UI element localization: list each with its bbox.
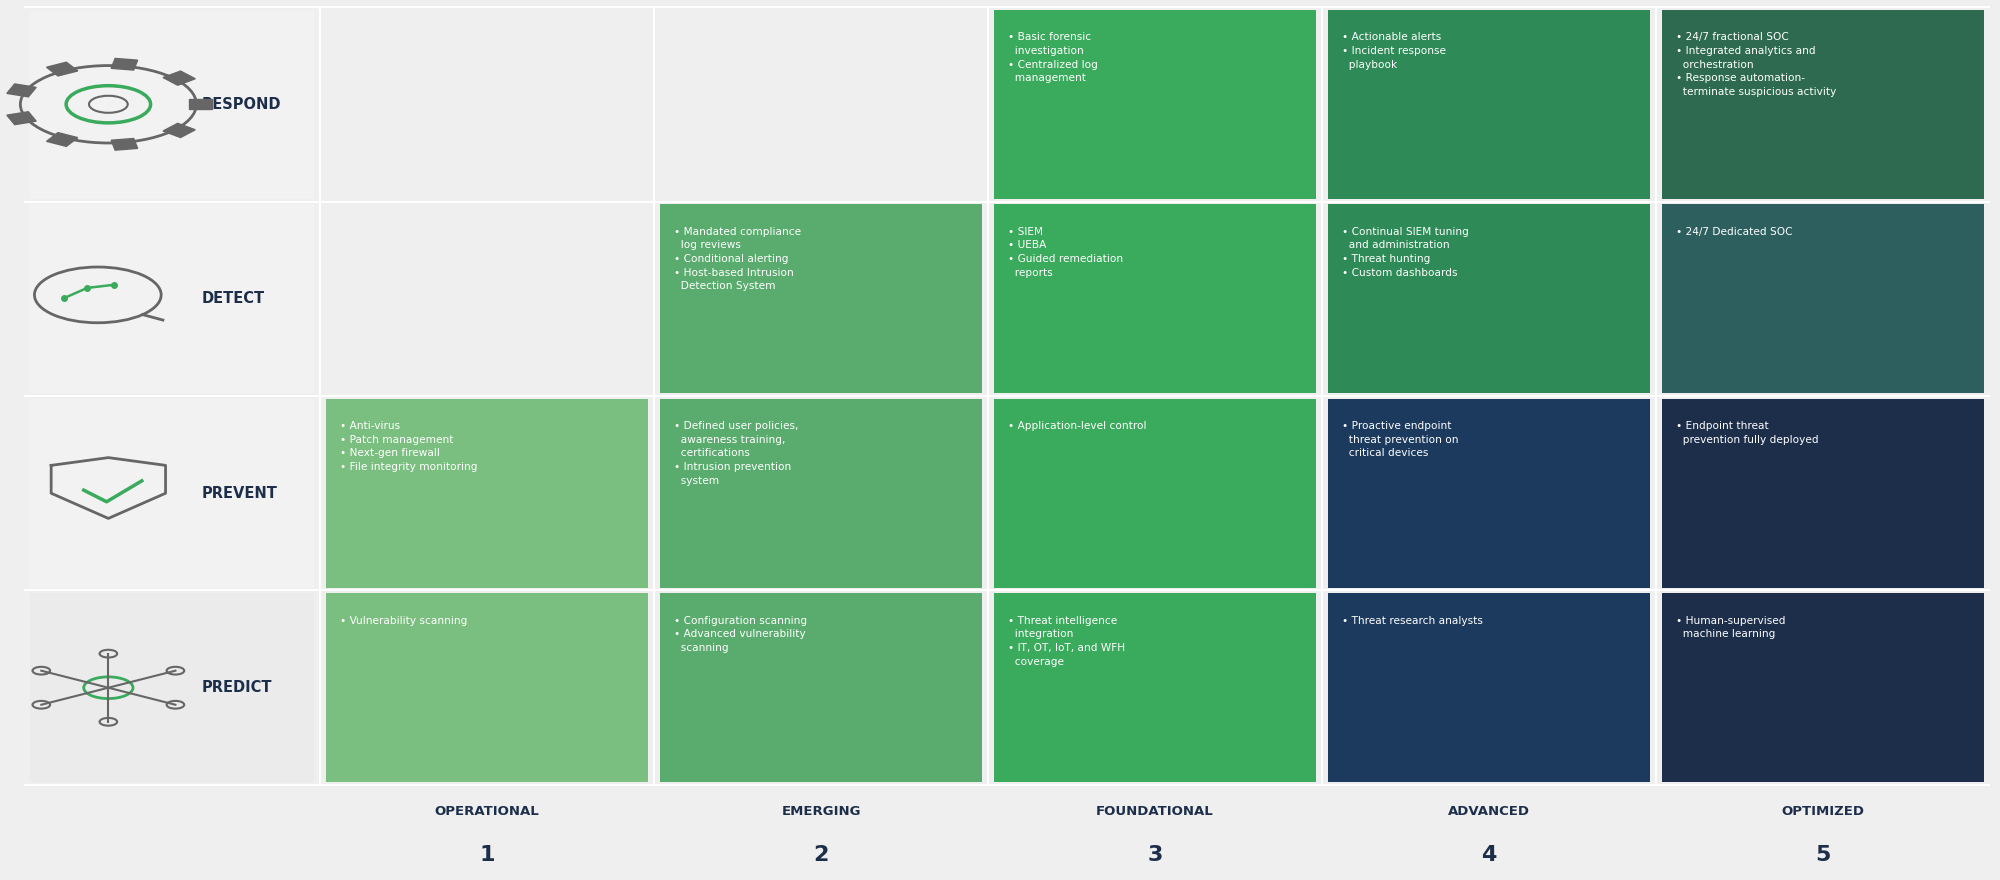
Bar (1328, 10, 1650, 199)
Text: OPERATIONAL: OPERATIONAL (434, 805, 540, 818)
Text: • Basic forensic
  investigation
• Centralized log
  management: • Basic forensic investigation • Central… (1008, 33, 1098, 83)
Text: 4: 4 (1482, 846, 1496, 865)
Text: PREDICT: PREDICT (202, 680, 272, 695)
Bar (994, 399, 1316, 588)
Text: 2: 2 (814, 846, 828, 865)
Text: RESPOND: RESPOND (202, 97, 282, 112)
Text: 3: 3 (1148, 846, 1162, 865)
Bar (326, 399, 648, 588)
Text: • Continual SIEM tuning
  and administration
• Threat hunting
• Custom dashboard: • Continual SIEM tuning and administrati… (1342, 227, 1468, 277)
Bar (30, 10, 314, 199)
Bar (1662, 10, 1984, 199)
Polygon shape (112, 58, 138, 70)
Bar (1328, 399, 1650, 588)
Text: • Threat research analysts: • Threat research analysts (1342, 616, 1482, 626)
Text: 1: 1 (480, 846, 494, 865)
Polygon shape (164, 123, 196, 137)
Text: • Vulnerability scanning: • Vulnerability scanning (340, 616, 468, 626)
Bar (994, 593, 1316, 782)
Bar (30, 593, 314, 782)
Text: FOUNDATIONAL: FOUNDATIONAL (1096, 805, 1214, 818)
Text: • Human-supervised
  machine learning: • Human-supervised machine learning (1676, 616, 1786, 640)
Bar (660, 593, 982, 782)
Text: DETECT: DETECT (202, 291, 264, 306)
Bar (660, 204, 982, 393)
Bar (1328, 593, 1650, 782)
Polygon shape (6, 112, 36, 125)
Text: • Endpoint threat
  prevention fully deployed: • Endpoint threat prevention fully deplo… (1676, 422, 1818, 445)
Text: • Proactive endpoint
  threat prevention on
  critical devices: • Proactive endpoint threat prevention o… (1342, 422, 1458, 458)
Polygon shape (112, 138, 138, 150)
Text: 5: 5 (1816, 846, 1830, 865)
Bar (1662, 399, 1984, 588)
Bar (0, 785, 2000, 880)
Text: • Mandated compliance
  log reviews
• Conditional alerting
• Host-based Intrusio: • Mandated compliance log reviews • Cond… (674, 227, 802, 291)
Polygon shape (46, 62, 78, 76)
Text: • Defined user policies,
  awareness training,
  certifications
• Intrusion prev: • Defined user policies, awareness train… (674, 422, 798, 486)
Polygon shape (164, 71, 196, 85)
Polygon shape (190, 99, 212, 109)
Text: • 24/7 Dedicated SOC: • 24/7 Dedicated SOC (1676, 227, 1792, 237)
Text: • Application-level control: • Application-level control (1008, 422, 1146, 431)
Bar (1662, 593, 1984, 782)
Text: ADVANCED: ADVANCED (1448, 805, 1530, 818)
Text: PREVENT: PREVENT (202, 486, 278, 501)
Bar (326, 593, 648, 782)
Text: OPTIMIZED: OPTIMIZED (1782, 805, 1864, 818)
Text: EMERGING: EMERGING (782, 805, 860, 818)
Text: • Configuration scanning
• Advanced vulnerability
  scanning: • Configuration scanning • Advanced vuln… (674, 616, 808, 653)
Text: • Anti-virus
• Patch management
• Next-gen firewall
• File integrity monitoring: • Anti-virus • Patch management • Next-g… (340, 422, 478, 472)
Bar (994, 10, 1316, 199)
Bar (994, 204, 1316, 393)
Bar (30, 399, 314, 588)
Text: • Threat intelligence
  integration
• IT, OT, IoT, and WFH
  coverage: • Threat intelligence integration • IT, … (1008, 616, 1126, 666)
Polygon shape (6, 84, 36, 97)
Text: • Actionable alerts
• Incident response
  playbook: • Actionable alerts • Incident response … (1342, 33, 1446, 70)
Text: • SIEM
• UEBA
• Guided remediation
  reports: • SIEM • UEBA • Guided remediation repor… (1008, 227, 1124, 277)
Polygon shape (46, 133, 78, 146)
Bar (30, 204, 314, 393)
Bar (660, 399, 982, 588)
Bar (1328, 204, 1650, 393)
Bar (1662, 204, 1984, 393)
Text: • 24/7 fractional SOC
• Integrated analytics and
  orchestration
• Response auto: • 24/7 fractional SOC • Integrated analy… (1676, 33, 1836, 97)
